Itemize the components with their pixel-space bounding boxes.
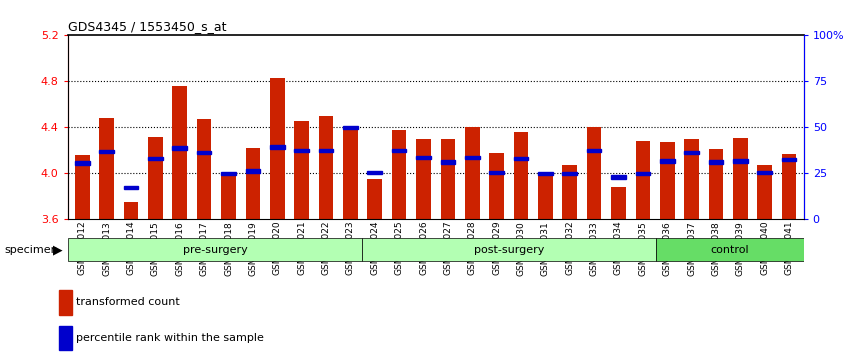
Bar <box>441 160 455 164</box>
Bar <box>392 149 406 152</box>
Bar <box>782 158 796 161</box>
Text: transformed count: transformed count <box>76 297 180 307</box>
FancyBboxPatch shape <box>362 239 656 261</box>
Text: post-surgery: post-surgery <box>474 245 545 255</box>
Bar <box>75 161 90 165</box>
Bar <box>489 153 504 219</box>
Bar <box>270 145 284 149</box>
Bar <box>319 116 333 219</box>
Bar <box>343 127 358 219</box>
Bar <box>148 137 162 219</box>
Bar <box>441 139 455 219</box>
Bar <box>367 179 382 219</box>
Bar <box>465 156 480 159</box>
Bar <box>221 173 236 219</box>
Bar <box>709 149 723 219</box>
Bar <box>294 120 309 219</box>
Bar <box>563 172 577 175</box>
Bar <box>733 159 748 162</box>
Bar <box>245 148 261 219</box>
Bar <box>173 86 187 219</box>
Bar <box>514 157 528 160</box>
Bar <box>75 155 90 219</box>
Text: pre-surgery: pre-surgery <box>183 245 247 255</box>
Bar <box>99 150 114 153</box>
Bar <box>221 172 236 175</box>
Bar <box>124 185 139 189</box>
FancyBboxPatch shape <box>68 239 362 261</box>
Bar <box>514 132 528 219</box>
Bar <box>563 165 577 219</box>
Bar <box>782 154 796 219</box>
Bar <box>684 139 699 219</box>
Bar <box>757 165 772 219</box>
Text: GDS4345 / 1553450_s_at: GDS4345 / 1553450_s_at <box>68 20 226 33</box>
Bar <box>367 171 382 174</box>
FancyBboxPatch shape <box>656 239 804 261</box>
Bar <box>270 78 284 219</box>
Bar <box>294 149 309 152</box>
Bar <box>538 172 552 175</box>
Text: ▶: ▶ <box>53 243 63 256</box>
Bar <box>319 149 333 152</box>
Bar <box>416 139 431 219</box>
Bar <box>124 202 139 219</box>
Bar <box>660 142 674 219</box>
Bar <box>635 172 651 175</box>
Bar <box>99 118 114 219</box>
Bar <box>489 171 504 174</box>
Bar <box>59 290 72 315</box>
Bar <box>709 160 723 164</box>
Bar <box>684 151 699 154</box>
Bar <box>660 159 674 162</box>
Bar <box>587 149 602 152</box>
Bar <box>465 127 480 219</box>
Bar <box>59 326 72 350</box>
Bar <box>197 151 212 154</box>
Bar <box>538 173 552 219</box>
Text: control: control <box>711 245 750 255</box>
Bar <box>197 119 212 219</box>
Bar <box>587 127 602 219</box>
Bar <box>148 157 162 160</box>
Text: specimen: specimen <box>4 245 58 255</box>
Bar <box>392 130 406 219</box>
Bar <box>611 187 626 219</box>
Bar <box>635 141 651 219</box>
Bar <box>173 147 187 150</box>
Bar <box>757 171 772 174</box>
Text: percentile rank within the sample: percentile rank within the sample <box>76 333 264 343</box>
Bar <box>416 156 431 159</box>
Bar <box>611 175 626 179</box>
Bar <box>245 170 261 173</box>
Bar <box>343 126 358 129</box>
Bar <box>733 138 748 219</box>
